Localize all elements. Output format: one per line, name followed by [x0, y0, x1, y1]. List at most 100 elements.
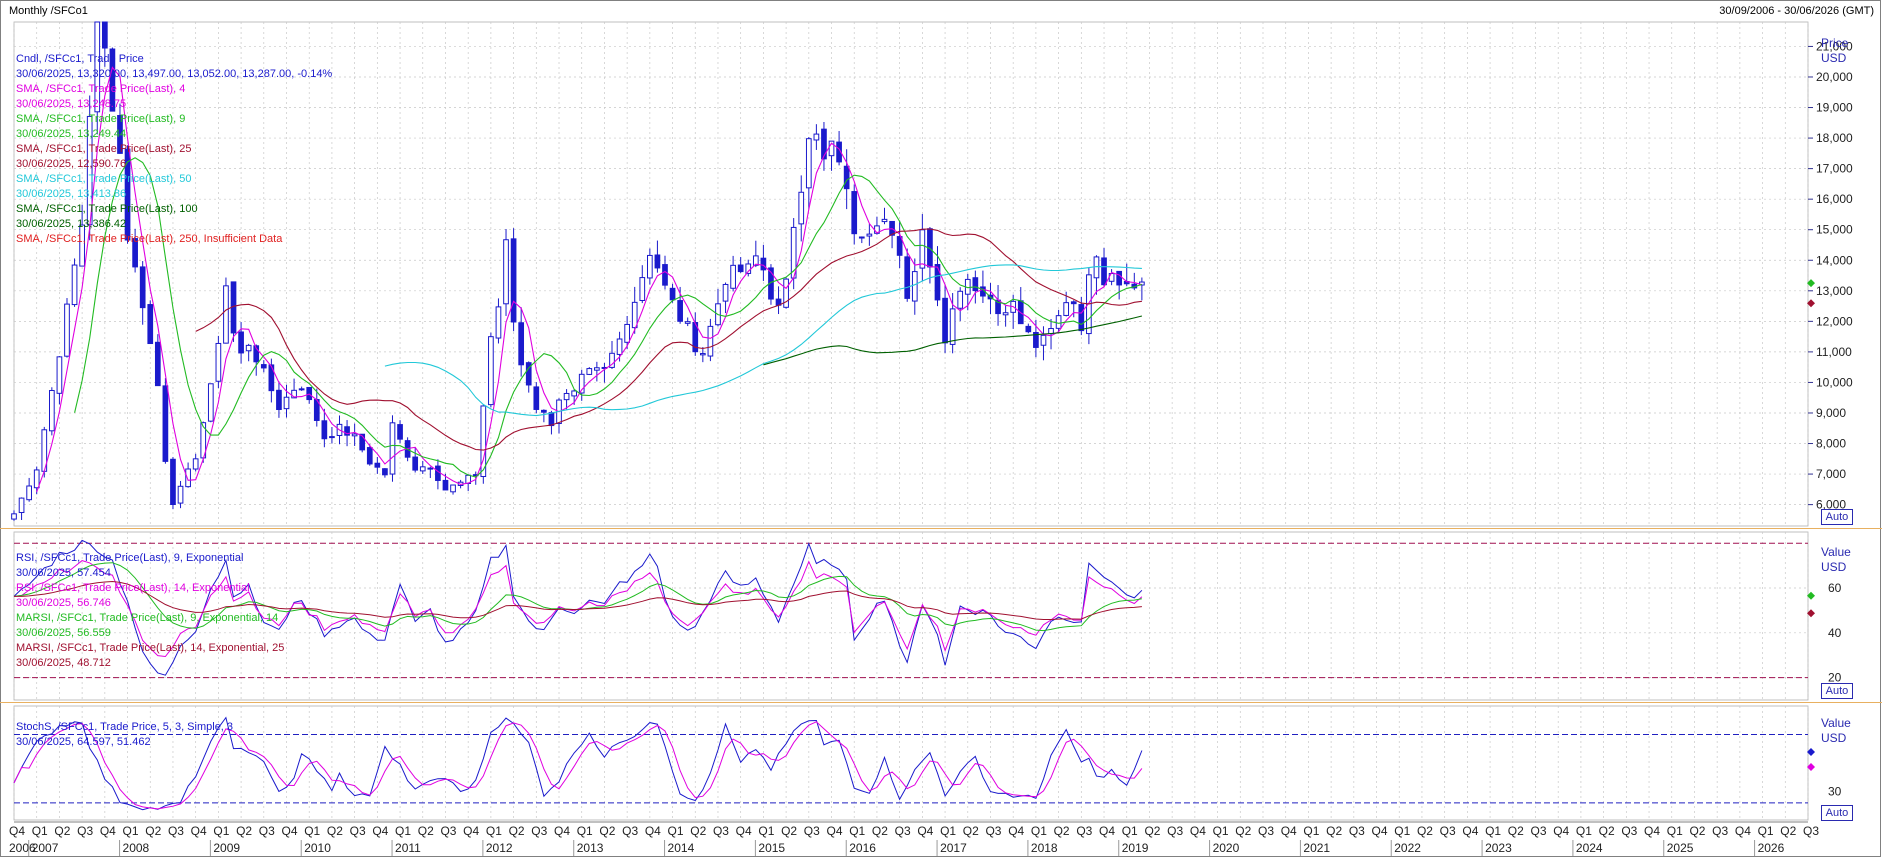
quarter-label: Q4 [9, 824, 25, 838]
candle-body [268, 364, 275, 392]
legend-entry: SMA, /SFCc1, Trade Price(Last), 4 [16, 83, 186, 95]
rsi-tick-label: 20 [1828, 671, 1842, 685]
candle-body [397, 424, 403, 440]
price-tick-label: 15,000 [1816, 223, 1853, 237]
legend-entry: SMA, /SFCc1, Trade Price(Last), 250, Ins… [16, 233, 283, 245]
quarter-label: Q4 [1462, 824, 1478, 838]
price-tick-label: 16,000 [1816, 192, 1853, 206]
quarter-label: Q1 [1758, 824, 1774, 838]
legend-entry: SMA, /SFCc1, Trade Price(Last), 25 [16, 143, 192, 155]
candle-body [858, 236, 865, 239]
candle-body [722, 283, 729, 302]
year-label: 2012 [486, 841, 513, 855]
candle-body [911, 271, 918, 302]
candle-body [760, 257, 767, 271]
candle-body [919, 229, 926, 269]
candle-body [563, 392, 570, 401]
quarter-label: Q3 [713, 824, 729, 838]
candle-body [124, 148, 131, 241]
legend-entry: SMA, /SFCc1, Trade Price(Last), 100 [16, 203, 198, 215]
quarter-label: Q4 [1281, 824, 1297, 838]
candle-body [1063, 302, 1070, 316]
candle-body [427, 467, 434, 470]
quarter-label: Q4 [463, 824, 479, 838]
candle-body [730, 264, 736, 289]
year-label: 2023 [1485, 841, 1512, 855]
candle-body [298, 388, 305, 391]
quarter-label: Q2 [236, 824, 252, 838]
candle-body [94, 21, 101, 113]
quarter-label: Q2 [1417, 824, 1433, 838]
candle-body [609, 352, 615, 368]
year-label: 2026 [1758, 841, 1785, 855]
year-label: 2024 [1576, 841, 1603, 855]
legend-entry: 30/06/2025, 12,590.76 [16, 158, 127, 170]
quarter-label: Q2 [327, 824, 343, 838]
quarter-label: Q4 [100, 824, 116, 838]
candle-body [79, 224, 85, 267]
price-tick-label: 7,000 [1816, 467, 1846, 481]
price-tick-label: 6,000 [1816, 498, 1846, 512]
price-tick-label: 12,000 [1816, 314, 1853, 328]
quarter-label: Q1 [1576, 824, 1592, 838]
quarter-label: Q1 [395, 824, 411, 838]
candle-body [147, 304, 154, 345]
candle-body [359, 433, 366, 451]
rsi-auto-scale-button[interactable]: Auto [1821, 683, 1853, 699]
legend-entry: MARSI, /SFCc1, Trade Price(Last), 14, Ex… [16, 642, 285, 654]
quarter-label: Q4 [1553, 824, 1569, 838]
legend-entry: 30/06/2025, 13,248.75 [16, 98, 127, 110]
stoch-axis-title: Value USD [1821, 716, 1851, 745]
candle-body [260, 364, 267, 369]
candle-body [1070, 301, 1077, 305]
candle-body [798, 191, 805, 225]
candle-body [442, 479, 449, 491]
candle-body [1101, 257, 1107, 286]
year-label: 2020 [1213, 841, 1240, 855]
sma-50-line [384, 264, 1142, 417]
stoch-auto-scale-button[interactable]: Auto [1821, 805, 1853, 821]
candle-body [616, 338, 623, 355]
year-label: 2013 [577, 841, 604, 855]
price-tick-label: 10,000 [1816, 375, 1853, 389]
candle-body [768, 267, 774, 300]
quarter-label: Q3 [1167, 824, 1183, 838]
candle-body [223, 285, 229, 344]
candle-body [351, 433, 358, 437]
year-label: 2014 [668, 841, 695, 855]
candle-body [185, 468, 191, 488]
candle-body [578, 373, 585, 394]
candle-body [170, 458, 176, 505]
legend-entry: StochS, /SFCc1, Trade Price, 5, 3, Simpl… [16, 721, 234, 733]
candle-body [238, 331, 244, 354]
candle-body [283, 396, 290, 410]
candle-body [132, 238, 138, 268]
candle-body [851, 191, 858, 235]
quarter-label: Q4 [736, 824, 752, 838]
price-tick-label: 8,000 [1816, 437, 1846, 451]
quarter-label: Q2 [1054, 824, 1070, 838]
year-label: 2021 [1303, 841, 1330, 855]
quarter-label: Q2 [418, 824, 434, 838]
year-label: 2010 [304, 841, 331, 855]
quarter-label: Q2 [1144, 824, 1160, 838]
candle-body [321, 420, 328, 440]
price-auto-scale-button[interactable]: Auto [1821, 509, 1853, 525]
candle-body [624, 323, 630, 343]
quarter-label: Q3 [1349, 824, 1365, 838]
stoch-d-line [13, 721, 1143, 810]
year-label: 2019 [1122, 841, 1149, 855]
candle-body [647, 254, 653, 279]
quarter-label: Q2 [509, 824, 525, 838]
year-label: 2022 [1394, 841, 1421, 855]
candle-body [525, 362, 532, 386]
quarter-label: Q4 [1008, 824, 1024, 838]
quarter-label: Q3 [1076, 824, 1092, 838]
candle-body [109, 48, 116, 112]
sma-100-line [763, 315, 1143, 366]
candle-body [821, 128, 827, 160]
quarter-label: Q2 [963, 824, 979, 838]
price-tick-label: 20,000 [1816, 70, 1853, 84]
